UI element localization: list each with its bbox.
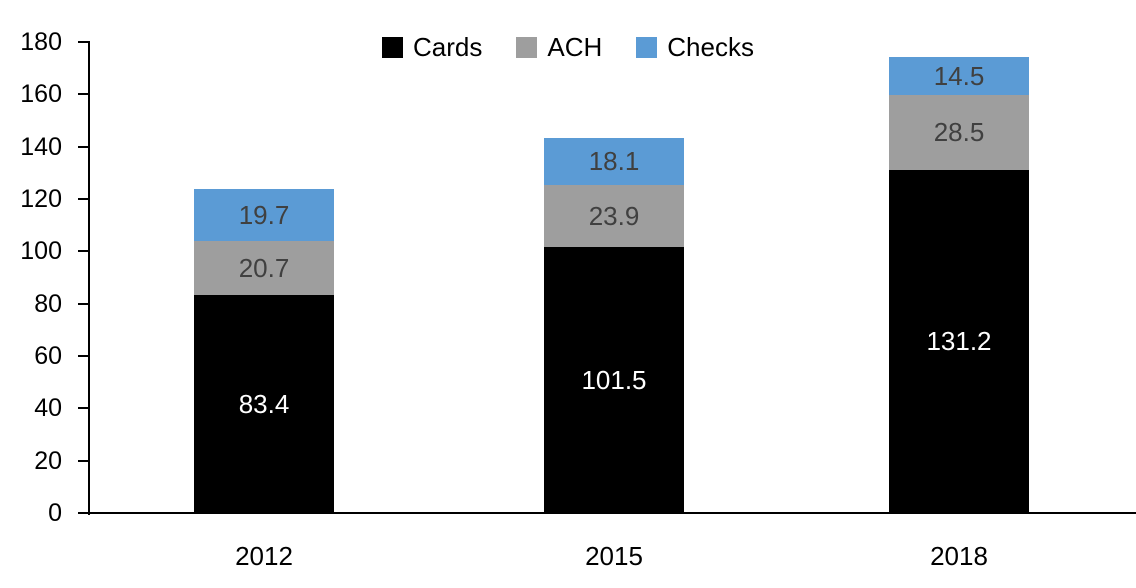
bar-value-label: 83.4 xyxy=(238,388,290,419)
y-tick-label: 100 xyxy=(20,237,62,266)
y-axis-tick xyxy=(78,407,89,410)
x-category-label: 2012 xyxy=(235,541,293,571)
bar-segment-cards-2012: 83.4 xyxy=(194,294,334,513)
bar-value-label: 131.2 xyxy=(926,326,992,357)
y-axis-line xyxy=(88,41,90,515)
y-tick-label: 80 xyxy=(34,289,62,318)
bar-segment-ach-2012: 20.7 xyxy=(194,240,334,295)
legend-swatch-icon xyxy=(382,36,404,58)
y-axis-tick xyxy=(78,145,89,148)
y-tick-label: 180 xyxy=(20,28,62,56)
legend-label: ACH xyxy=(547,32,603,62)
y-tick-label: 140 xyxy=(20,132,62,161)
bar-segment-checks-2015: 18.1 xyxy=(544,137,684,185)
y-tick-label: 60 xyxy=(34,342,62,370)
bar-segment-checks-2018: 14.5 xyxy=(889,57,1029,96)
legend-item-cards: Cards xyxy=(382,34,482,60)
bar-value-label: 20.7 xyxy=(238,252,290,283)
legend-label: Checks xyxy=(667,32,754,62)
y-axis-tick xyxy=(78,198,89,200)
y-axis-tick xyxy=(78,93,89,96)
x-category-label: 2018 xyxy=(930,541,988,571)
bar-segment-cards-2015: 101.5 xyxy=(544,247,684,513)
bar-value-label: 18.1 xyxy=(588,146,640,177)
y-axis-tick xyxy=(78,250,89,253)
y-tick-label: 160 xyxy=(20,80,62,109)
bar-value-label: 14.5 xyxy=(933,61,985,92)
y-tick-label: 0 xyxy=(48,499,62,527)
legend-swatch-icon xyxy=(636,36,658,58)
x-category-label: 2015 xyxy=(585,541,643,571)
legend-label: Cards xyxy=(413,32,483,62)
y-axis-tick xyxy=(78,355,89,357)
bar-segment-cards-2018: 131.2 xyxy=(889,169,1029,513)
legend-item-ach: ACH xyxy=(516,34,602,60)
x-axis-line xyxy=(78,512,1136,514)
legend-item-checks: Checks xyxy=(636,34,754,60)
bar-segment-ach-2015: 23.9 xyxy=(544,184,684,248)
y-tick-label: 20 xyxy=(34,446,62,475)
bar-value-label: 19.7 xyxy=(238,199,290,230)
bar-segment-ach-2018: 28.5 xyxy=(889,95,1029,170)
bar-value-label: 23.9 xyxy=(588,201,640,232)
y-axis-tick xyxy=(78,302,89,305)
bar-value-label: 101.5 xyxy=(581,365,647,396)
y-axis-tick xyxy=(78,459,89,462)
y-tick-label: 40 xyxy=(34,394,62,423)
bar-segment-checks-2012: 19.7 xyxy=(194,189,334,241)
y-tick-label: 120 xyxy=(20,185,62,213)
bar-value-label: 28.5 xyxy=(933,117,985,148)
legend-swatch-icon xyxy=(516,36,538,58)
y-axis-tick xyxy=(78,41,89,43)
chart-legend: Cards ACH Checks xyxy=(0,34,1136,60)
